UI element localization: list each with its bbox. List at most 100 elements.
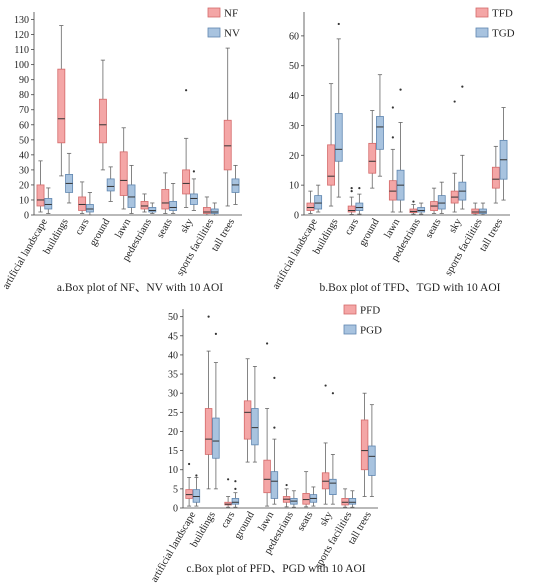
outlier-point	[192, 170, 195, 173]
outlier-point	[234, 487, 237, 490]
outlier-point	[273, 376, 276, 379]
box-iqr	[189, 193, 198, 205]
legend-label-nv: NV	[224, 28, 240, 40]
box-pfd-6	[302, 471, 310, 508]
legend-label-tgd: TGD	[492, 28, 515, 40]
box-tfd-9	[491, 145, 500, 204]
box-iqr	[202, 207, 211, 214]
outlier-point	[391, 106, 394, 109]
outlier-point	[285, 483, 288, 487]
box-pgd-5	[290, 490, 298, 508]
category-label: cars	[74, 217, 92, 237]
category-label: artificial landscape	[1, 217, 50, 292]
box-pfd-3	[243, 358, 252, 463]
box-iqr	[231, 498, 240, 505]
outlier-point	[391, 136, 394, 139]
box-iqr	[417, 207, 426, 213]
y-tick-label: 90	[19, 75, 29, 86]
box-iqr	[85, 204, 94, 213]
box-nv-9	[231, 164, 240, 205]
box-tfd-5	[409, 200, 418, 215]
box-iqr	[479, 208, 487, 214]
box-iqr	[302, 493, 310, 505]
box-iqr	[327, 144, 335, 186]
box-nv-0	[44, 187, 53, 214]
box-tgd-7	[458, 85, 467, 210]
box-pfd-9	[360, 392, 369, 497]
legend-swatch-tgd	[475, 27, 489, 38]
box-iqr	[106, 178, 115, 192]
box-nv-2	[85, 192, 94, 216]
box-iqr	[243, 400, 252, 440]
outlier-point	[453, 100, 456, 103]
box-nv-1	[65, 152, 74, 204]
category-label: cars	[343, 217, 361, 237]
y-tick-label: 20	[168, 427, 178, 438]
box-pgd-0	[192, 474, 201, 507]
box-tfd-1	[327, 83, 335, 207]
outlier-point	[358, 187, 361, 190]
box-nf-8	[202, 196, 211, 216]
box-iqr	[334, 113, 343, 162]
box-iqr	[409, 208, 418, 214]
box-tgd-8	[479, 202, 487, 216]
box-pgd-8	[348, 490, 357, 508]
box-iqr	[314, 195, 323, 210]
y-tick-label: 60	[289, 31, 299, 42]
box-nv-5	[148, 202, 157, 214]
y-tick-label: 25	[168, 408, 178, 419]
panel-a-plot: 0 10 20 30 40 50 60 70 80 90 100 110 120 130 artificia…	[1, 8, 242, 292]
outlier-point	[412, 200, 415, 203]
box-tfd-8	[471, 202, 480, 216]
box-pfd-8	[341, 488, 349, 508]
panel-c-caption: c.Box plot of PFD、PGD with 10 AOI	[186, 563, 365, 575]
y-tick-label: 110	[14, 45, 29, 56]
box-iqr	[140, 201, 149, 210]
box-iqr	[368, 445, 376, 476]
box-pgd-7	[329, 392, 337, 505]
box-tgd-0	[314, 184, 323, 213]
category-label: lawn	[257, 509, 277, 533]
box-tgd-9	[499, 107, 508, 201]
box-iqr	[169, 201, 178, 211]
box-tgd-3	[376, 74, 384, 177]
box-nv-8	[210, 202, 219, 216]
outlier-point	[234, 480, 237, 483]
box-tfd-2	[347, 187, 356, 215]
box-iqr	[347, 205, 356, 213]
y-tick-label: 120	[14, 30, 29, 41]
box-iqr	[98, 98, 107, 144]
box-iqr	[148, 207, 157, 213]
box-iqr	[355, 202, 364, 211]
box-pfd-2	[224, 478, 232, 508]
box-tfd-6	[430, 187, 438, 214]
outlier-point	[273, 426, 276, 429]
box-iqr	[341, 498, 349, 506]
outlier-point	[207, 315, 210, 318]
box-pfd-5	[282, 483, 291, 508]
box-pfd-0	[185, 462, 193, 507]
box-iqr	[376, 116, 384, 150]
box-nf-0	[36, 160, 45, 213]
box-tfd-0	[306, 190, 315, 214]
y-tick-label: 15	[168, 446, 178, 457]
y-tick-label: 40	[19, 150, 29, 161]
outlier-point	[227, 478, 230, 481]
box-iqr	[185, 489, 193, 499]
box-nf-6	[161, 172, 170, 214]
box-iqr	[36, 184, 45, 207]
outlier-point	[266, 342, 269, 345]
box-iqr	[182, 169, 191, 195]
box-pgd-4	[270, 376, 279, 505]
box-iqr	[437, 195, 446, 210]
box-iqr	[306, 202, 315, 211]
box-nf-2	[78, 181, 87, 214]
box-iqr	[231, 178, 240, 193]
box-iqr	[127, 184, 136, 208]
box-iqr	[223, 119, 232, 171]
legend-swatch-nv	[207, 27, 221, 38]
box-pgd-3	[251, 366, 259, 463]
y-tick-label: 80	[19, 90, 29, 101]
